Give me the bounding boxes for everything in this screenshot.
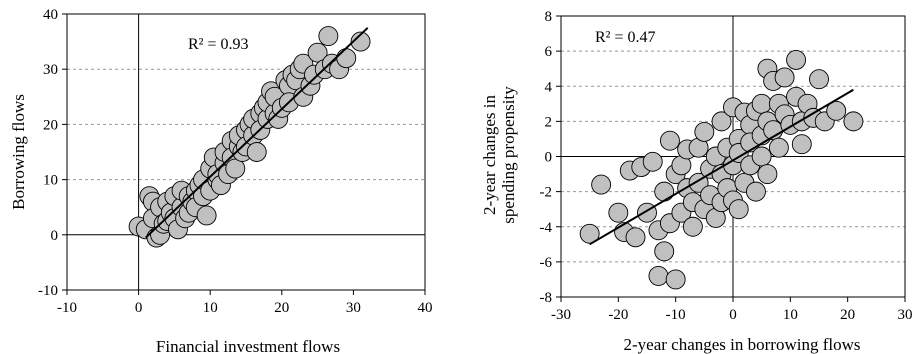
right-x-tick-label: -10 [666, 307, 686, 323]
right-data-point [774, 67, 795, 88]
right-x-tick-label: 0 [729, 307, 737, 323]
right-data-point [826, 100, 847, 121]
left-x-tick-label: 10 [203, 300, 218, 316]
right-data-point [728, 199, 749, 220]
right-y-tick-label: -4 [540, 220, 553, 236]
right-y-tick-label: 0 [545, 150, 553, 166]
right-data-point [745, 181, 766, 202]
right-x-tick-label: -20 [608, 307, 628, 323]
right-x-tick-label: -30 [551, 307, 571, 323]
right-data-point [654, 241, 675, 262]
right-data-point [665, 269, 686, 290]
left-x-tick-label: 20 [274, 300, 289, 316]
left-y-tick-label: 10 [43, 173, 58, 189]
left-r-squared-label: R² = 0.93 [188, 36, 249, 53]
right-y-tick-label: 6 [545, 44, 553, 60]
left-data-point [336, 48, 357, 69]
left-y-axis-title: Borrowing flows [9, 94, 28, 210]
left-y-tick-label: 40 [43, 7, 58, 23]
left-x-tick-label: -10 [57, 300, 77, 316]
left-data-point [307, 42, 328, 63]
left-x-axis-title: Financial investment flows [156, 337, 340, 354]
right-data-point [809, 69, 829, 90]
left-y-tick-label: 0 [51, 228, 59, 244]
left-x-tick-label: 0 [135, 300, 143, 316]
right-x-tick-label: 10 [783, 307, 798, 323]
right-trend-line [589, 88, 854, 246]
right-data-point [654, 181, 675, 202]
right-data-point [659, 130, 680, 151]
right-data-point [694, 121, 715, 142]
right-data-point [843, 111, 864, 132]
left-data-point [225, 158, 246, 179]
left-x-tick-label: 40 [418, 300, 433, 316]
right-data-point [711, 111, 732, 132]
right-data-point [751, 93, 772, 114]
right-data-point [648, 265, 669, 286]
right-y-tick-label: -8 [540, 290, 553, 306]
right-data-point [768, 137, 789, 158]
right-y-tick-label: 8 [545, 9, 553, 25]
right-data-point [591, 174, 612, 195]
right-y-tick-label: 4 [545, 79, 553, 95]
right-y-tick-label: -6 [540, 255, 553, 271]
right-y-tick-label: 2 [545, 114, 553, 130]
left-y-tick-label: 30 [43, 62, 58, 78]
right-data-point [757, 164, 778, 185]
left-y-tick-label: -10 [38, 283, 58, 299]
right-data-point [608, 202, 629, 223]
left-data-point [350, 31, 371, 52]
right-data-point [751, 146, 772, 167]
left-plot-frame [66, 13, 426, 291]
left-x-tick-label: 30 [346, 300, 361, 316]
right-x-tick-label: 20 [840, 307, 855, 323]
left-trend-line [145, 27, 369, 239]
right-data-point [791, 134, 812, 155]
scatter-chart-left: -10 0 10 20 30 40 -10 0 10 20 30 40 R² = 0.93 Financi… [9, 7, 433, 354]
right-r-squared-label: R² = 0.47 [595, 29, 656, 46]
left-data-point [246, 142, 267, 162]
right-data-point [625, 227, 646, 248]
right-data-point [682, 216, 703, 237]
left-data-point [196, 205, 217, 226]
right-x-axis-title: 2-year changes in borrowing flows [624, 335, 861, 354]
left-y-tick-label: 20 [43, 117, 58, 133]
right-data-point [642, 151, 663, 172]
right-data-point [786, 49, 807, 70]
right-x-tick-label: 30 [898, 307, 913, 323]
right-y-axis-title: 2-year changes inspending propensity [480, 86, 518, 224]
left-data-point [318, 26, 339, 47]
right-y-tick-label: -2 [540, 185, 553, 201]
